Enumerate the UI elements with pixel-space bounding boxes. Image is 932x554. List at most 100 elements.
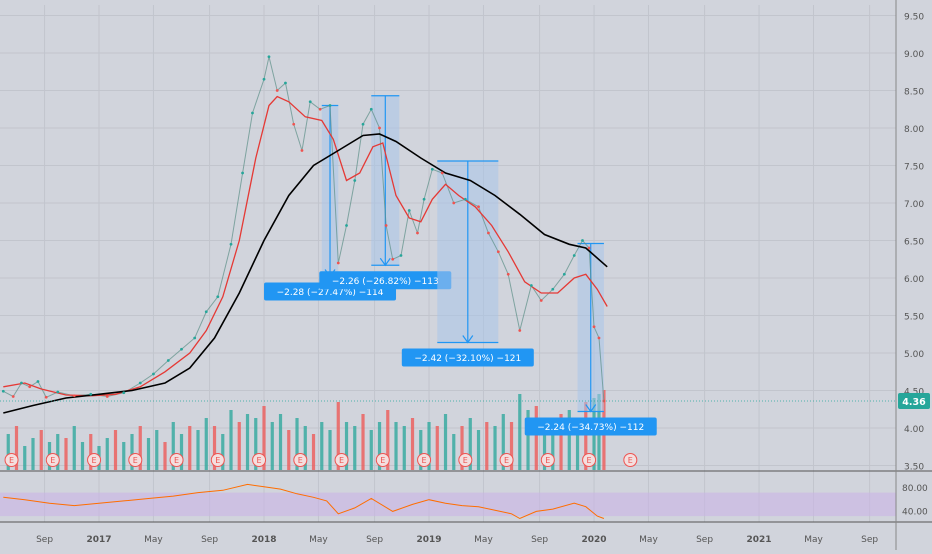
price-point bbox=[369, 107, 373, 111]
earnings-marker[interactable]: E bbox=[4, 453, 19, 467]
volume-bar bbox=[56, 434, 60, 470]
earnings-marker[interactable]: E bbox=[499, 453, 514, 467]
measure-label: −2.26 (−26.82%) −113 bbox=[332, 277, 439, 287]
earnings-circle[interactable] bbox=[169, 453, 184, 467]
earnings-circle[interactable] bbox=[582, 453, 597, 467]
earnings-circle[interactable] bbox=[334, 453, 349, 467]
price-point bbox=[407, 209, 411, 212]
last-price-badge: 4.36 bbox=[898, 393, 930, 409]
volume-bar bbox=[254, 418, 258, 470]
measure-box[interactable]: −2.26 (−26.82%) −113 bbox=[319, 95, 452, 290]
volume-bar bbox=[146, 438, 151, 470]
volume-bar bbox=[328, 430, 332, 470]
earnings-circle[interactable] bbox=[417, 453, 432, 467]
volume-bar bbox=[443, 414, 448, 470]
volume-bar bbox=[64, 438, 68, 470]
price-tick-label: 8.50 bbox=[904, 88, 924, 98]
price-point bbox=[391, 257, 395, 261]
price-point bbox=[572, 254, 576, 257]
earnings-circle[interactable] bbox=[375, 453, 390, 467]
price-point bbox=[300, 149, 304, 152]
earnings-marker[interactable]: E bbox=[458, 453, 473, 467]
price-tick-label: 7.00 bbox=[904, 200, 924, 210]
time-tick-label: Sep bbox=[201, 535, 218, 545]
volume-bar bbox=[485, 422, 489, 470]
sma-slow-line bbox=[3, 133, 608, 414]
price-point bbox=[440, 171, 444, 175]
price-point bbox=[463, 197, 467, 201]
earnings-marker[interactable]: E bbox=[540, 453, 555, 467]
price-point bbox=[1, 389, 5, 393]
earnings-circle[interactable] bbox=[210, 453, 225, 467]
price-point bbox=[452, 201, 456, 205]
earnings-circle[interactable] bbox=[499, 453, 514, 467]
price-point bbox=[592, 325, 596, 329]
price-point bbox=[284, 81, 287, 85]
price-tick-label: 4.50 bbox=[904, 388, 924, 398]
measure-arrow-head bbox=[462, 335, 474, 344]
earnings-marker[interactable]: E bbox=[128, 453, 143, 467]
volume-bar bbox=[493, 426, 497, 470]
volume-bar bbox=[320, 422, 324, 470]
price-tick-label: 6.50 bbox=[904, 238, 924, 248]
earnings-circle[interactable] bbox=[128, 453, 143, 467]
price-point bbox=[180, 347, 183, 351]
earnings-marker[interactable]: E bbox=[582, 453, 597, 467]
volume-bar bbox=[39, 430, 43, 470]
earnings-marker[interactable]: E bbox=[623, 453, 638, 467]
volume-bar bbox=[452, 434, 456, 470]
price-tick-label: 6.00 bbox=[904, 275, 924, 285]
time-tick-label: 2021 bbox=[747, 535, 772, 545]
earnings-circle[interactable] bbox=[623, 453, 638, 467]
earnings-marker[interactable]: E bbox=[210, 453, 225, 467]
earnings-circle[interactable] bbox=[458, 453, 473, 467]
time-tick-label: 2017 bbox=[86, 535, 111, 545]
price-point bbox=[384, 224, 388, 227]
earnings-label: E bbox=[92, 456, 97, 465]
earnings-circle[interactable] bbox=[45, 453, 60, 467]
time-tick-label: Sep bbox=[696, 535, 713, 545]
earnings-label: E bbox=[463, 456, 468, 465]
earnings-marker[interactable]: E bbox=[417, 453, 432, 467]
price-point bbox=[551, 287, 555, 291]
earnings-marker[interactable]: E bbox=[87, 453, 102, 467]
earnings-label: E bbox=[545, 456, 550, 465]
volume-bar bbox=[196, 430, 200, 470]
volume-bar bbox=[435, 426, 439, 470]
volume-bar bbox=[394, 422, 398, 470]
price-point bbox=[399, 254, 403, 257]
price-tick-label: 3.50 bbox=[904, 463, 924, 473]
volume-bar bbox=[14, 426, 19, 470]
earnings-circle[interactable] bbox=[293, 453, 308, 467]
price-point bbox=[328, 104, 332, 107]
measure-arrow-head bbox=[379, 257, 391, 267]
volume-bar bbox=[468, 418, 472, 470]
volume-bar bbox=[567, 410, 571, 470]
volume-bar bbox=[80, 442, 85, 470]
earnings-marker[interactable]: E bbox=[252, 453, 267, 467]
volume-bar bbox=[262, 406, 266, 470]
time-tick-label: May bbox=[804, 535, 823, 545]
price-point bbox=[28, 385, 32, 389]
earnings-marker[interactable]: E bbox=[293, 453, 308, 467]
measure-label: −2.24 (−34.73%) −112 bbox=[537, 423, 644, 433]
earnings-circle[interactable] bbox=[252, 453, 267, 467]
rsi-pane bbox=[0, 483, 896, 520]
earnings-marker[interactable]: E bbox=[375, 453, 390, 467]
volume-bar bbox=[551, 426, 555, 470]
earnings-circle[interactable] bbox=[87, 453, 102, 467]
price-point bbox=[20, 381, 23, 385]
earnings-marker[interactable]: E bbox=[334, 453, 349, 467]
earnings-marker[interactable]: E bbox=[45, 453, 60, 467]
earnings-marker[interactable]: E bbox=[169, 453, 184, 467]
volume-bar bbox=[460, 426, 464, 470]
earnings-label: E bbox=[339, 456, 344, 465]
volume-bar bbox=[188, 426, 192, 470]
earnings-label: E bbox=[504, 456, 509, 465]
volume-bar bbox=[287, 430, 291, 470]
earnings-circle[interactable] bbox=[4, 453, 19, 467]
earnings-circle[interactable] bbox=[540, 453, 555, 467]
